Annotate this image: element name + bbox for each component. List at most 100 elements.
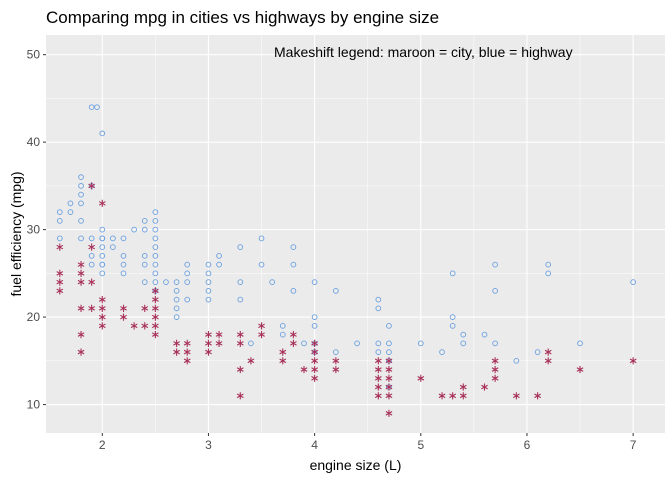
y-tick-label: 20 — [27, 310, 41, 324]
city-point — [459, 392, 467, 400]
highway-point — [216, 253, 222, 259]
city-point — [385, 374, 393, 382]
highway-point — [513, 357, 520, 364]
city-point — [205, 348, 212, 356]
city-point — [98, 199, 106, 207]
highway-point — [56, 218, 63, 224]
city-series — [56, 182, 637, 417]
highway-point — [131, 226, 137, 233]
highway-point — [375, 340, 382, 347]
city-point — [374, 383, 382, 391]
highway-point — [577, 340, 583, 347]
city-point — [151, 322, 159, 330]
highway-point — [56, 209, 63, 215]
city-point — [374, 365, 382, 374]
highway-point — [492, 288, 498, 294]
city-point — [258, 330, 265, 339]
highway-point — [237, 244, 244, 250]
city-point — [629, 357, 637, 365]
highway-point — [290, 244, 297, 250]
city-point — [311, 348, 319, 356]
city-point — [77, 348, 85, 356]
highway-point — [99, 270, 106, 277]
city-point — [98, 304, 106, 312]
city-point — [88, 278, 96, 286]
city-point — [88, 304, 96, 312]
highway-point — [120, 253, 127, 259]
city-point — [173, 348, 180, 356]
city-point — [512, 392, 520, 400]
highway-point — [237, 279, 244, 285]
highway-point — [110, 244, 116, 250]
highway-point — [141, 218, 148, 224]
highway-point — [141, 279, 148, 285]
city-point — [491, 365, 499, 374]
city-point — [151, 296, 159, 304]
city-point — [247, 357, 255, 365]
highway-point — [311, 314, 318, 320]
highway-point — [417, 340, 424, 347]
city-point — [141, 304, 149, 312]
highway-point — [152, 235, 159, 242]
highway-point — [67, 200, 74, 207]
highway-point — [152, 253, 159, 259]
x-tick-label: 3 — [205, 438, 212, 452]
highway-point — [88, 104, 95, 111]
highway-point — [258, 235, 265, 242]
city-point — [183, 357, 191, 365]
highway-point — [279, 322, 286, 329]
highway-point — [184, 296, 191, 303]
highway-point — [481, 331, 488, 338]
highway-point — [216, 261, 222, 268]
city-point — [491, 374, 499, 382]
city-point — [56, 243, 64, 251]
highway-point — [78, 218, 84, 224]
highway-point — [141, 253, 148, 259]
city-point — [56, 287, 64, 295]
city-point — [183, 348, 191, 356]
highway-point — [152, 244, 159, 250]
highway-point — [99, 235, 106, 242]
highway-point — [237, 296, 244, 303]
city-point — [151, 313, 159, 321]
highway-point — [78, 183, 84, 189]
highway-point — [152, 218, 159, 224]
city-point — [289, 330, 297, 339]
highway-point — [354, 340, 360, 347]
city-point — [236, 339, 244, 347]
highway-point — [375, 305, 382, 312]
highway-point — [545, 270, 552, 277]
highway-point — [120, 235, 127, 242]
city-point — [481, 383, 488, 391]
city-point — [332, 365, 340, 374]
highway-point — [152, 209, 159, 215]
city-point — [311, 374, 319, 382]
city-point — [151, 330, 159, 339]
city-point — [534, 392, 541, 400]
highway-point — [173, 305, 180, 312]
city-point — [173, 339, 180, 347]
highway-point — [78, 191, 84, 198]
city-point — [88, 182, 96, 190]
highway-point — [152, 261, 159, 268]
y-tick-label: 50 — [27, 48, 41, 62]
highway-point — [88, 261, 95, 268]
x-tick-label: 7 — [630, 438, 637, 452]
city-point — [311, 339, 319, 347]
highway-point — [386, 340, 392, 347]
highway-point — [439, 349, 445, 355]
city-point — [459, 383, 467, 391]
highway-series — [56, 104, 636, 390]
highway-point — [630, 279, 636, 285]
city-point — [215, 339, 223, 347]
city-point — [98, 322, 106, 330]
legend-annotation: Makeshift legend: maroon = city, blue = … — [274, 44, 573, 60]
x-axis-ticks: 2 3 4 5 6 7 — [99, 433, 637, 452]
highway-point — [78, 200, 84, 207]
city-point — [77, 278, 85, 286]
highway-point — [460, 340, 467, 347]
highway-point — [99, 253, 106, 259]
highway-point — [492, 261, 498, 268]
major-gridlines — [46, 35, 665, 433]
